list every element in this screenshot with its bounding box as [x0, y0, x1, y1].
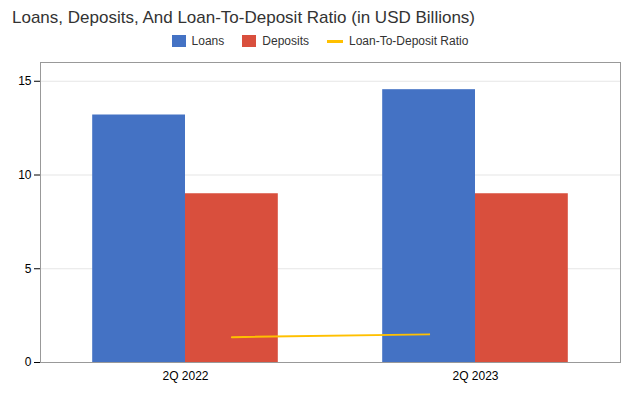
svg-text:0: 0 — [25, 355, 32, 369]
svg-text:15: 15 — [18, 74, 32, 88]
svg-text:5: 5 — [25, 262, 32, 276]
svg-text:2Q 2023: 2Q 2023 — [452, 369, 498, 383]
html-text:Deposits: Deposits — [262, 34, 309, 48]
html-text:Loans, Deposits, And Loan-To-D: Loans, Deposits, And Loan-To-Deposit Rat… — [12, 8, 475, 27]
svg-text:10: 10 — [18, 168, 32, 182]
html-text:Loans: Loans — [191, 34, 225, 48]
svg-text:2Q 2022: 2Q 2022 — [162, 369, 208, 383]
html-text:Loan-To-Deposit Ratio: Loan-To-Deposit Ratio — [349, 34, 469, 48]
